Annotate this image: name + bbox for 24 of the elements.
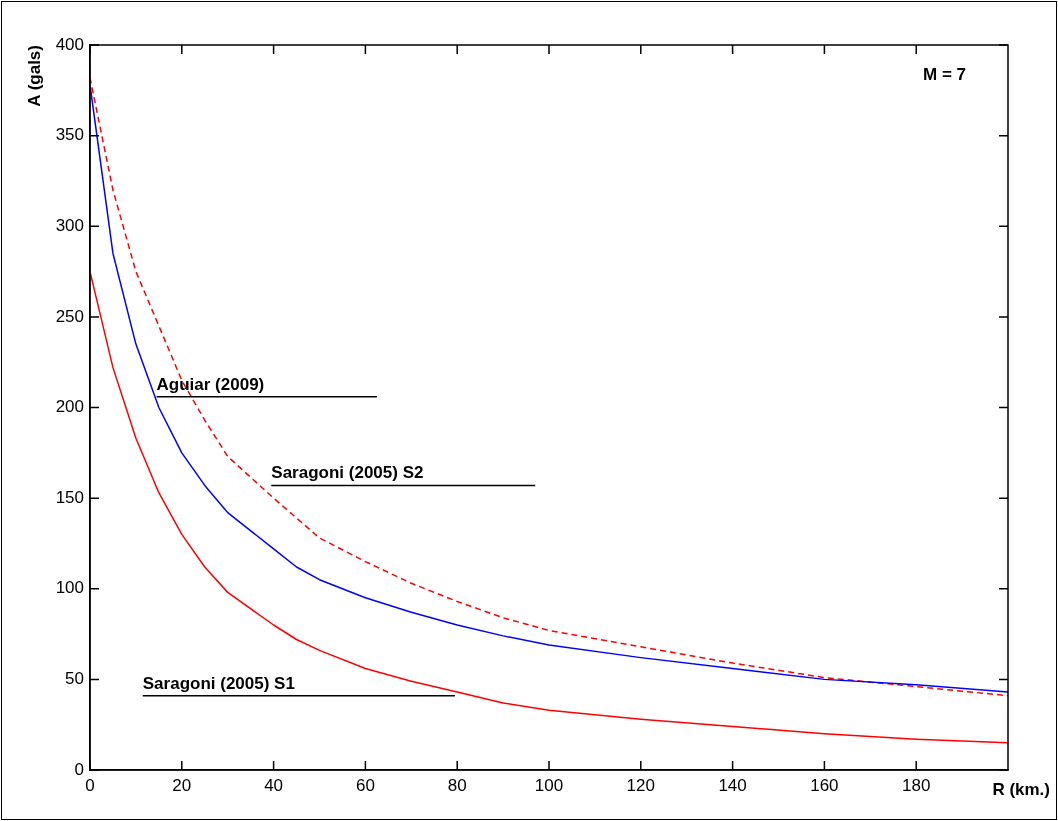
x-tick-label: 20	[172, 775, 192, 795]
x-tick-label: 60	[355, 775, 375, 795]
annotation: M = 7	[923, 65, 966, 85]
y-axis-title: A (gals)	[25, 45, 44, 107]
y-tick-label: 150	[55, 487, 84, 507]
y-tick-label: 300	[55, 215, 84, 235]
x-tick-label: 160	[810, 775, 839, 795]
x-tick-label: 140	[718, 775, 747, 795]
x-tick-label: 180	[902, 775, 931, 795]
series-label: Saragoni (2005) S2	[271, 463, 424, 483]
series-label: Saragoni (2005) S1	[142, 673, 295, 693]
y-tick-label: 350	[55, 125, 84, 145]
x-tick-label: 80	[447, 775, 467, 795]
series-label: Aguiar (2009)	[156, 374, 265, 394]
x-tick-label: 100	[534, 775, 564, 795]
y-tick-label: 50	[65, 669, 84, 689]
x-tick-label: 40	[264, 775, 284, 795]
y-tick-label: 0	[74, 759, 84, 779]
y-tick-label: 250	[55, 306, 84, 326]
x-axis-title: R (km.)	[992, 780, 1050, 800]
y-tick-label: 400	[55, 34, 84, 54]
y-tick-label: 200	[55, 397, 84, 417]
y-tick-label: 100	[55, 578, 84, 598]
x-tick-label: 120	[626, 775, 655, 795]
